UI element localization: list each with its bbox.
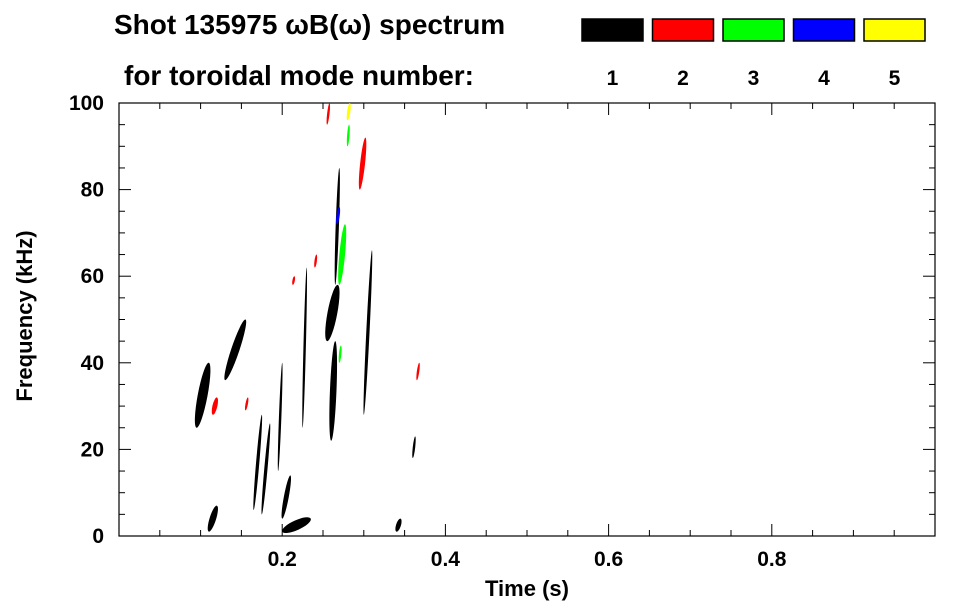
- y-tick-label: 0: [92, 525, 104, 548]
- legend-label-mode-5: 5: [889, 67, 901, 90]
- spectrum-feature-mode-1: [334, 167, 340, 285]
- spectrum-feature-mode-1: [302, 267, 308, 428]
- spectrum-feature-mode-1: [277, 362, 283, 472]
- spectrum-feature-mode-3: [338, 345, 342, 363]
- spectrum-feature-mode-1: [253, 414, 263, 511]
- chart-subtitle: for toroidal mode number:: [124, 60, 474, 91]
- spectrum-features: [194, 102, 420, 534]
- spectrum-feature-mode-2: [416, 362, 420, 381]
- spectrum-feature-mode-2: [326, 102, 331, 125]
- legend-label-mode-3: 3: [748, 67, 760, 90]
- y-tick-label: 100: [69, 92, 104, 115]
- spectrum-feature-mode-1: [224, 319, 247, 381]
- spectrum-feature-mode-3: [338, 224, 347, 285]
- legend-label-mode-4: 4: [818, 67, 830, 90]
- spectrum-feature-mode-1: [395, 518, 402, 532]
- y-tick-label: 80: [81, 179, 104, 202]
- chart-title: Shot 135975 ωB(ω) spectrum: [114, 9, 505, 40]
- y-tick-label: 20: [81, 438, 104, 461]
- y-axis-label: Frequency (kHz): [12, 230, 37, 401]
- legend-swatch-mode-2: [651, 18, 715, 42]
- spectrum-feature-mode-1: [282, 517, 311, 534]
- spectrum-feature-mode-1: [325, 284, 340, 342]
- x-tick-label: 0.4: [431, 548, 461, 571]
- spectrum-feature-mode-2: [211, 397, 219, 415]
- legend-swatch-mode-4: [792, 18, 856, 42]
- spectrum-feature-mode-1: [194, 362, 211, 428]
- spectrum-feature-mode-1: [329, 341, 338, 441]
- spectrum-feature-mode-2: [244, 397, 249, 411]
- x-axis-label: Time (s): [485, 576, 569, 601]
- spectrum-feature-mode-1: [207, 505, 218, 532]
- spectrum-feature-mode-1: [412, 436, 416, 459]
- x-tick-label: 0.2: [268, 548, 297, 571]
- x-tick-label: 0.6: [594, 548, 623, 571]
- spectrum-feature-mode-4: [336, 206, 341, 225]
- spectrum-feature-mode-1: [261, 423, 271, 515]
- x-tick-label: 0.8: [757, 548, 787, 571]
- legend: 1 2 3 4 5: [581, 18, 926, 90]
- y-tick-label: 60: [81, 265, 104, 288]
- spectrum-feature-mode-2: [358, 137, 367, 190]
- spectrum-feature-mode-1: [281, 475, 292, 519]
- legend-swatch-mode-1: [581, 18, 644, 42]
- legend-swatch-mode-5: [863, 18, 926, 42]
- spectrum-feature-mode-2: [314, 254, 318, 268]
- legend-label-mode-2: 2: [677, 67, 689, 90]
- spectrum-feature-mode-5: [346, 102, 351, 121]
- y-tick-label: 40: [81, 352, 104, 375]
- axes: 0.2 0.4 0.6 0.8 0 20 40 60 80 100: [69, 92, 935, 571]
- spectrum-feature-mode-2: [292, 276, 296, 285]
- plot-frame: [118, 102, 936, 537]
- spectrum-feature-mode-3: [346, 124, 350, 147]
- spectrum-feature-mode-1: [363, 250, 373, 415]
- legend-label-mode-1: 1: [607, 67, 619, 90]
- legend-swatch-mode-3: [722, 18, 785, 42]
